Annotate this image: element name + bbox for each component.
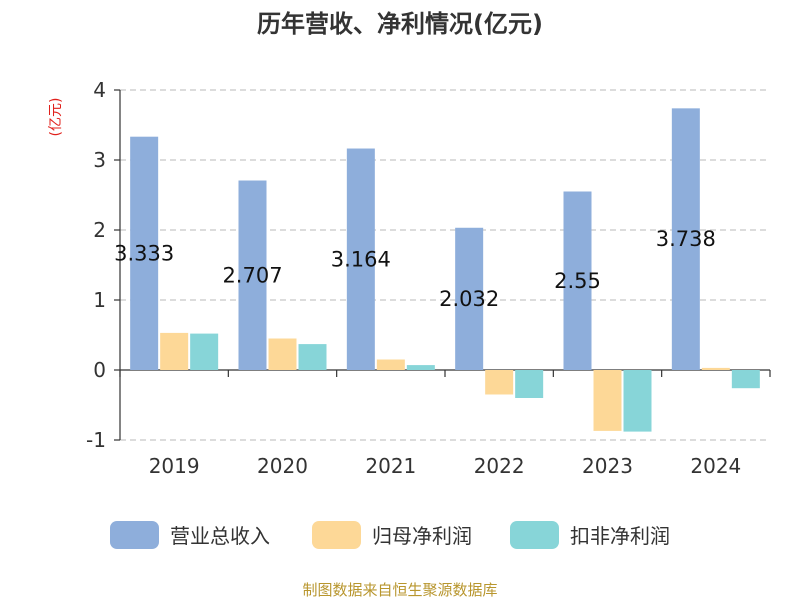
bar-series-2 (593, 370, 622, 431)
y-tick-label: 1 (93, 288, 106, 312)
bar-data-label: 2.707 (222, 263, 282, 287)
source-note: 制图数据来自恒生聚源数据库 (302, 581, 497, 599)
bar-series-3 (623, 370, 652, 432)
data-labels: 3.333 2.707 3.164 2.032 2.55 3.738 (114, 227, 716, 311)
bar-data-label: 3.333 (114, 241, 174, 265)
x-tick-label: 2024 (690, 454, 741, 478)
bar-series-3 (298, 344, 327, 370)
legend-label: 扣非净利润 (570, 524, 670, 548)
bar-series-1 (671, 108, 700, 370)
y-tick-label: 0 (93, 358, 106, 382)
y-tick-label: 4 (93, 78, 106, 102)
bar-series-2 (376, 359, 405, 370)
bar-series-3 (190, 333, 219, 370)
x-tick-label: 2019 (149, 454, 200, 478)
bar-series-3 (731, 370, 760, 389)
bar-series-2 (268, 338, 297, 370)
bar-series-1 (455, 227, 484, 370)
bar-data-label: 2.032 (439, 287, 499, 311)
legend-swatch (510, 521, 559, 549)
gridlines (120, 89, 770, 441)
legend-label: 归母净利润 (372, 524, 472, 548)
y-tick-label: -1 (86, 428, 106, 452)
legend-swatch (312, 521, 361, 549)
bars (130, 108, 760, 432)
x-tick-label: 2022 (474, 454, 525, 478)
bar-series-2 (701, 367, 730, 370)
y-tick-label: 2 (93, 218, 106, 242)
axes: -1 0 1 2 3 4 2019 2020 2021 2022 2023 2024 (86, 78, 771, 478)
bar-series-3 (406, 365, 435, 370)
bar-series-2 (160, 332, 189, 370)
bar-data-label: 3.738 (656, 227, 716, 251)
y-tick-label: 3 (93, 148, 106, 172)
x-tick-label: 2023 (582, 454, 633, 478)
bar-data-label: 3.164 (331, 247, 391, 271)
bar-series-1 (346, 148, 375, 370)
bar-series-1 (563, 191, 592, 370)
bar-series-1 (238, 180, 267, 370)
legend: 营业总收入 归母净利润 扣非净利润 (110, 521, 670, 549)
chart-title: 历年营收、净利情况(亿元) (257, 10, 543, 38)
legend-swatch (110, 521, 159, 549)
x-tick-label: 2020 (257, 454, 308, 478)
x-tick-label: 2021 (365, 454, 416, 478)
bar-data-label: 2.55 (554, 269, 601, 293)
y-axis-unit-label: (亿元) (48, 98, 64, 137)
legend-label: 营业总收入 (170, 524, 270, 548)
bar-series-1 (130, 136, 159, 370)
bar-series-2 (485, 370, 514, 395)
bar-series-3 (515, 370, 544, 398)
